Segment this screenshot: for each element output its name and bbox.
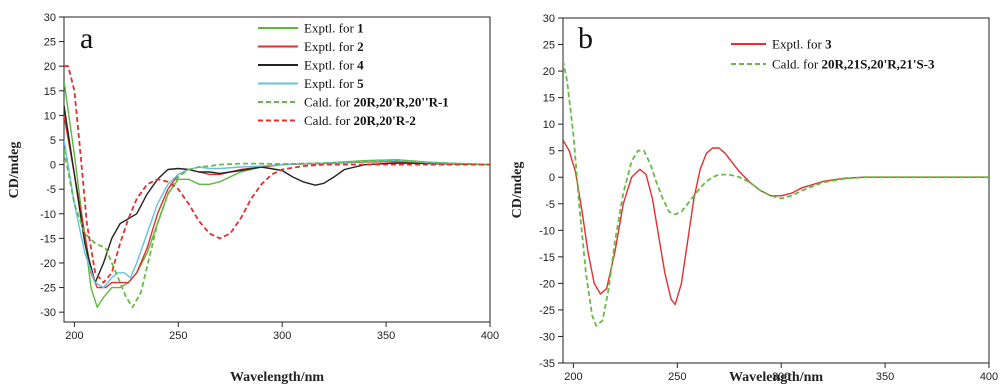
y-tick-label: -5 bbox=[545, 199, 555, 211]
panel-a-series bbox=[64, 65, 490, 309]
y-tick-label: -15 bbox=[40, 233, 56, 245]
y-tick-label: 20 bbox=[44, 61, 56, 73]
y-tick-label: 10 bbox=[543, 119, 555, 131]
y-tick-label: -15 bbox=[539, 252, 555, 264]
y-tick-label: -25 bbox=[539, 305, 555, 317]
series-line-2 bbox=[64, 115, 490, 289]
x-tick-label: 250 bbox=[668, 371, 686, 383]
panel-b-series bbox=[563, 60, 989, 327]
panel-b-ticks: 200 250 300 350 400 30 25 20 15 10 5 0 -5 -10 -15 -20 -2… bbox=[539, 13, 998, 383]
x-tick-label: 300 bbox=[273, 330, 291, 342]
y-tick-label: 25 bbox=[44, 37, 56, 49]
y-tick-label: -30 bbox=[539, 331, 555, 343]
y-tick-label: 15 bbox=[543, 93, 555, 105]
y-tick-label: 25 bbox=[543, 40, 555, 52]
panel-b-legend: Exptl. for 3 Cald. for 20R,21S,20'R,21'S-… bbox=[731, 37, 935, 72]
x-tick-label: 350 bbox=[377, 330, 395, 342]
panel-a-plot-frame bbox=[63, 16, 491, 323]
panel-a-label: a bbox=[80, 22, 93, 55]
legend-label-1: Exptl. for 1 bbox=[304, 21, 364, 36]
legend-label-5: Cald. for 20R,20'R,20''R-1 bbox=[304, 95, 449, 110]
panel-a: 200 250 300 350 400 30 25 20 15 10 5 0 -5 -10 -15 -20 -2… bbox=[7, 12, 499, 384]
series-line-2 bbox=[563, 60, 989, 327]
y-tick-label: -10 bbox=[40, 209, 56, 221]
legend-label-4: Exptl. for 5 bbox=[304, 76, 364, 91]
y-tick-label: 5 bbox=[50, 135, 56, 147]
x-tick-label: 400 bbox=[481, 330, 499, 342]
y-tick-label: 0 bbox=[549, 172, 555, 184]
x-tick-label: 350 bbox=[876, 371, 894, 383]
x-tick-label: 250 bbox=[169, 330, 187, 342]
y-tick-label: 15 bbox=[44, 86, 56, 98]
y-tick-label: 20 bbox=[543, 66, 555, 78]
panel-b-label: b bbox=[578, 22, 593, 55]
series-line-1 bbox=[64, 80, 490, 308]
x-tick-label: 300 bbox=[772, 371, 790, 383]
y-tick-label: -5 bbox=[46, 184, 56, 196]
legend-label-3: Exptl. for 4 bbox=[304, 58, 364, 73]
panel-b-plot-frame bbox=[562, 17, 990, 364]
panel-a-legend: Exptl. for 1 Exptl. for 2 Exptl. for 4 Expt… bbox=[258, 21, 449, 128]
y-tick-label: 30 bbox=[44, 12, 56, 24]
y-tick-label: -20 bbox=[40, 258, 56, 270]
x-tick-label: 400 bbox=[980, 371, 998, 383]
y-tick-label: -10 bbox=[539, 225, 555, 237]
y-tick-label: -25 bbox=[40, 283, 56, 295]
panel-b: 200 250 300 350 400 30 25 20 15 10 5 0 -5 -10 -15 -20 -2… bbox=[510, 13, 998, 384]
series-line-1 bbox=[563, 139, 989, 306]
series-line-5 bbox=[64, 149, 490, 309]
x-tick-label: 200 bbox=[564, 371, 582, 383]
legend-label-2: Cald. for 20R,21S,20'R,21'S-3 bbox=[772, 57, 935, 72]
y-tick-label: 10 bbox=[44, 110, 56, 122]
series-line-6 bbox=[64, 65, 490, 284]
panel-b-y-axis-label: CD/mdeg bbox=[510, 162, 525, 219]
panel-a-y-axis-label: CD/mdeg bbox=[7, 142, 22, 199]
x-tick-label: 200 bbox=[65, 330, 83, 342]
y-tick-label: 30 bbox=[543, 13, 555, 25]
y-tick-label: 5 bbox=[549, 146, 555, 158]
legend-label-1: Exptl. for 3 bbox=[772, 37, 832, 52]
panel-a-ticks: 200 250 300 350 400 30 25 20 15 10 5 0 -5 -10 -15 -20 -2… bbox=[40, 12, 499, 342]
legend-label-2: Exptl. for 2 bbox=[304, 39, 364, 54]
panel-b-x-axis-label: Wavelength/nm bbox=[729, 370, 823, 384]
legend-label-6: Cald. for 20R,20'R-2 bbox=[304, 113, 416, 128]
y-tick-label: -35 bbox=[539, 358, 555, 370]
y-tick-label: -20 bbox=[539, 278, 555, 290]
series-line-4 bbox=[64, 139, 490, 289]
y-tick-label: -30 bbox=[40, 307, 56, 319]
y-tick-label: 0 bbox=[50, 160, 56, 172]
panel-a-x-axis-label: Wavelength/nm bbox=[230, 370, 324, 384]
series-line-3 bbox=[64, 105, 490, 284]
